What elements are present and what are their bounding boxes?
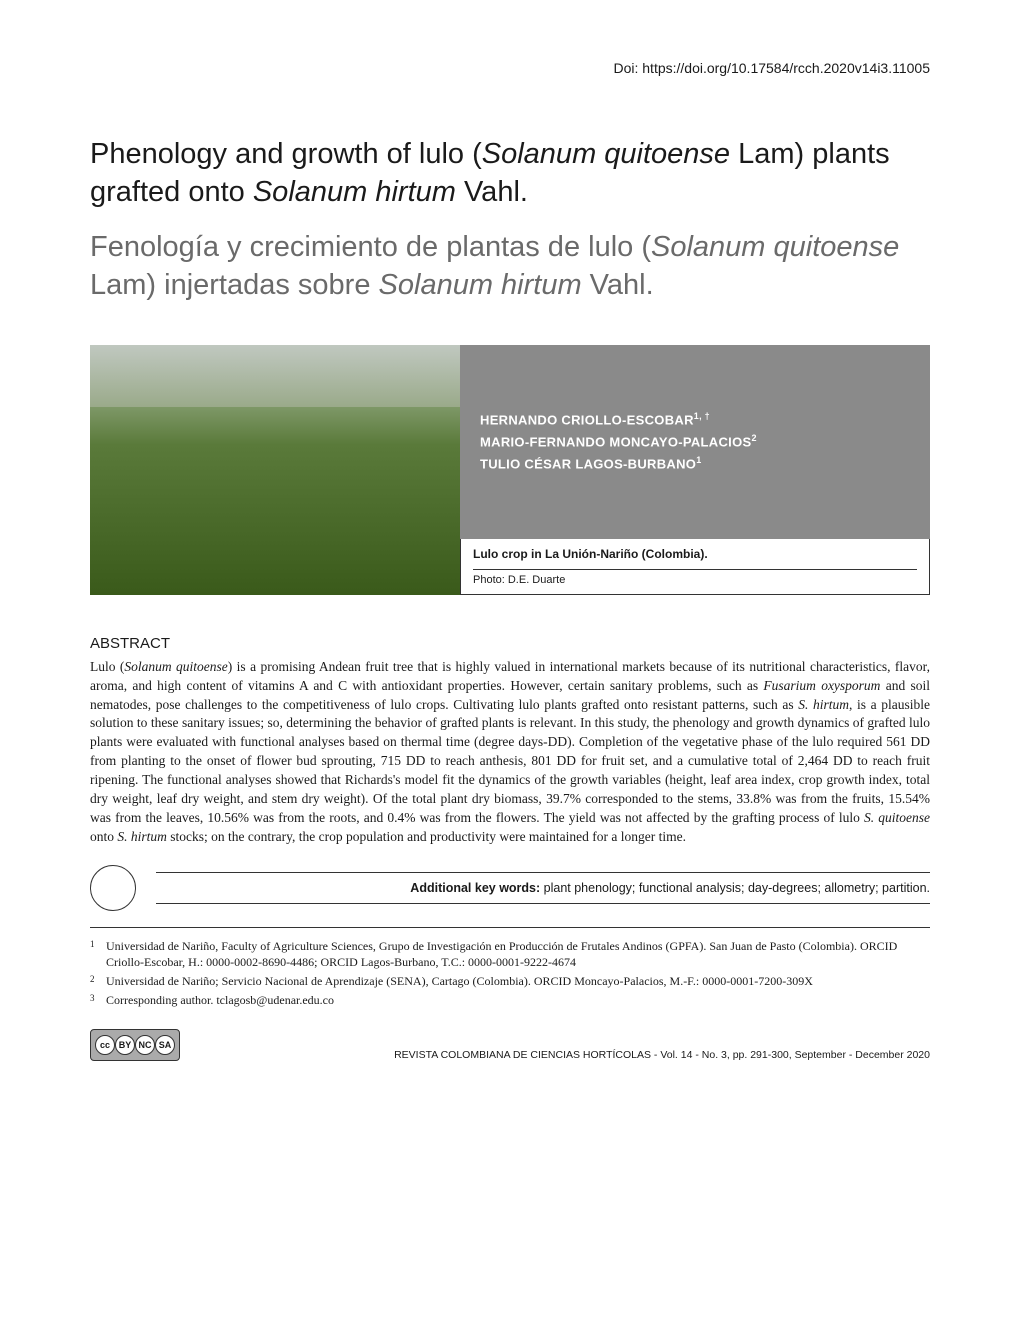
keywords-label: Additional key words: xyxy=(410,881,543,895)
doi-line: Doi: https://doi.org/10.17584/rcch.2020v… xyxy=(90,60,930,76)
title-spanish: Fenología y crecimiento de plantas de lu… xyxy=(90,229,930,304)
figure-caption: Lulo crop in La Unión-Nariño (Colombia).… xyxy=(460,539,930,595)
figure-block: HERNANDO CRIOLLO-ESCOBAR1, † MARIO-FERNA… xyxy=(90,345,930,595)
title-english: Phenology and growth of lulo (Solanum qu… xyxy=(90,136,930,211)
caption-title: Lulo crop in La Unión-Nariño (Colombia). xyxy=(473,547,917,561)
cc-icon: cc xyxy=(95,1035,115,1055)
keywords-value: plant phenology; functional analysis; da… xyxy=(544,881,930,895)
caption-credit: Photo: D.E. Duarte xyxy=(473,569,917,586)
doi-label: Doi: xyxy=(613,60,642,76)
footnote-2: 2 Universidad de Nariño; Servicio Nacion… xyxy=(90,973,930,990)
author-2: MARIO-FERNANDO MONCAYO-PALACIOS2 xyxy=(480,431,910,453)
keywords-circle-icon xyxy=(90,865,136,911)
keywords-row: Additional key words: plant phenology; f… xyxy=(90,865,930,911)
cc-license-badge: cc BY NC SA xyxy=(90,1029,180,1061)
abstract-heading: ABSTRACT xyxy=(90,635,930,652)
by-icon: BY xyxy=(115,1035,135,1055)
figure-right-panel: HERNANDO CRIOLLO-ESCOBAR1, † MARIO-FERNA… xyxy=(460,345,930,595)
footnote-3: 3 Corresponding author. tclagosb@udenar.… xyxy=(90,992,930,1009)
author-1: HERNANDO CRIOLLO-ESCOBAR1, † xyxy=(480,409,910,431)
footnote-1: 1 Universidad de Nariño, Faculty of Agri… xyxy=(90,938,930,972)
abstract-body: Lulo (Solanum quitoense) is a promising … xyxy=(90,658,930,847)
authors-box: HERNANDO CRIOLLO-ESCOBAR1, † MARIO-FERNA… xyxy=(460,345,930,539)
journal-citation: REVISTA COLOMBIANA DE CIENCIAS HORTÍCOLA… xyxy=(394,1049,930,1061)
footer-row: cc BY NC SA REVISTA COLOMBIANA DE CIENCI… xyxy=(90,1029,930,1061)
doi-url[interactable]: https://doi.org/10.17584/rcch.2020v14i3.… xyxy=(642,60,930,76)
sa-icon: SA xyxy=(155,1035,175,1055)
nc-icon: NC xyxy=(135,1035,155,1055)
lulo-crop-photo xyxy=(90,345,460,595)
author-3: TULIO CÉSAR LAGOS-BURBANO1 xyxy=(480,453,910,475)
keywords-text: Additional key words: plant phenology; f… xyxy=(156,872,930,904)
footnotes: 1 Universidad de Nariño, Faculty of Agri… xyxy=(90,927,930,1009)
